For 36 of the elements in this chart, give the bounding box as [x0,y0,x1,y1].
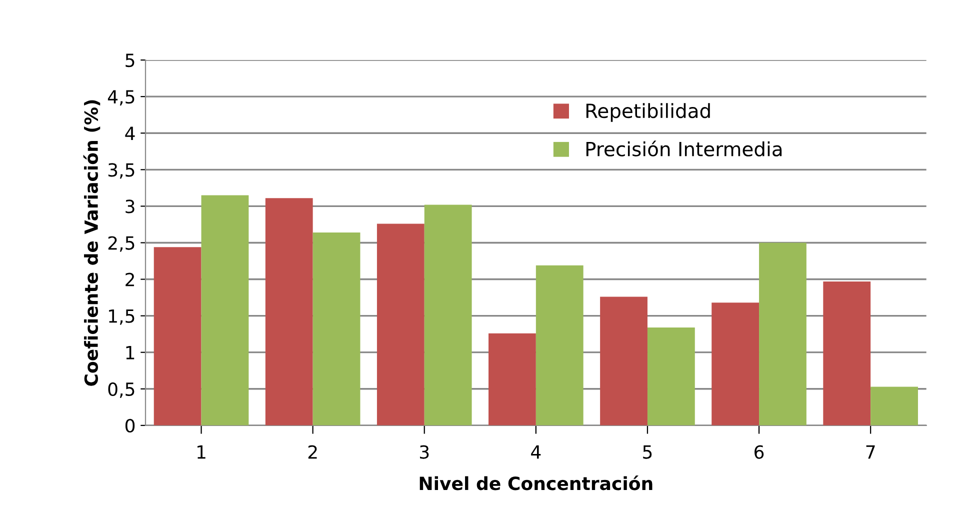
y-tick-label: 5 [126,54,134,68]
x-tick-label: 2 [308,445,317,459]
y-tick-label: 1,5 [109,310,134,325]
x-tick-label: 6 [754,445,764,459]
y-axis-title: Coeficiente de Variación (%) [83,100,100,386]
bar [759,242,806,426]
y-tick-label: 4,5 [108,90,134,106]
x-tick-label: 4 [531,445,541,459]
bar [424,204,472,426]
y-tick-label: 3 [126,200,134,214]
bar [154,247,202,426]
y-tick-label: 2 [126,272,134,286]
y-tick-label: 2,5 [108,236,134,252]
x-tick-label: 1 [198,445,206,459]
y-tick-label: 4 [125,126,135,140]
bar [376,224,424,426]
y-tick-label: 0 [125,418,135,433]
x-tick-label: 5 [643,445,652,459]
bar [201,195,249,426]
bar [312,232,360,426]
legend-label: Repetibilidad [586,103,710,122]
bar [712,302,760,426]
y-tick-label: 0,5 [108,382,134,398]
bar [823,281,871,426]
bar [536,265,584,426]
bar [870,386,918,426]
x-axis-title: Nivel de Concentración [420,476,652,490]
bar [647,328,695,426]
bar [488,333,536,426]
x-tick-label: 3 [420,445,429,459]
y-tick-label: 1 [126,346,134,360]
x-tick-label: 7 [866,445,875,459]
bar [265,198,313,426]
bar [600,296,648,426]
legend-label: Precisión Intermedia [586,140,782,156]
y-tick-label: 3,5 [108,163,134,179]
